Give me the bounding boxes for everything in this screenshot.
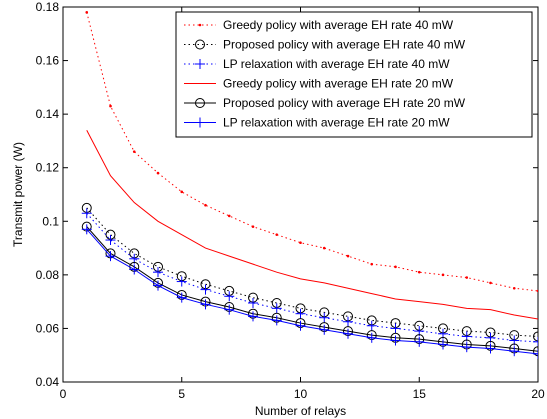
axes-layer: 0 5 10 15 20 0.04 0.06 0.08 0.1 0.12 0.14 0.16 0.18: [36, 0, 545, 401]
series-6-point: [248, 311, 258, 322]
series-1-point: [536, 289, 538, 293]
series-1-point: [512, 286, 516, 290]
legend-item: Proposed policy with average EH rate 40 …: [184, 38, 466, 52]
y-tick-label: 0.14: [36, 107, 60, 121]
series-4: [86, 129, 538, 320]
legend-label: Proposed policy with average EH rate 20 …: [223, 96, 466, 110]
series-1-point: [85, 11, 89, 14]
legend-swatch-marker: [195, 98, 205, 108]
legend: Greedy policy with average EH rate 40 mW…: [175, 11, 533, 138]
legend-item: LP relaxation with average EH rate 40 mW: [184, 57, 450, 71]
series-2-line: [86, 207, 538, 337]
series-3-point: [248, 297, 258, 308]
series-1-point: [322, 246, 326, 250]
legend-box: [175, 11, 533, 138]
series-6-point: [461, 342, 472, 353]
x-tick-label: 10: [294, 387, 308, 401]
series-6-point: [105, 251, 116, 262]
series-6-point: [81, 224, 92, 235]
series-3-point: [366, 320, 377, 331]
series-6-point: [295, 320, 306, 331]
series-6-point: [271, 315, 282, 326]
series-1-point: [299, 241, 302, 245]
series-3-point: [200, 284, 211, 295]
series-6-point: [366, 332, 377, 343]
series-1-point: [394, 265, 397, 269]
series-3-point: [105, 235, 116, 246]
y-tick-label: 0.04: [36, 375, 60, 389]
series-3-point: [343, 316, 353, 327]
series-6-point: [509, 346, 520, 357]
legend-item: Proposed policy with average EH rate 20 …: [184, 96, 466, 110]
series-3-point: [153, 267, 163, 278]
x-tick-label: 15: [413, 387, 427, 401]
legend-item: Greedy policy with average EH rate 40 mW: [184, 18, 454, 32]
series-1-point: [251, 225, 255, 228]
legend-label: LP relaxation with average EH rate 20 mW: [223, 116, 450, 130]
y-tick-label: 0.12: [36, 161, 60, 175]
series-3-point: [176, 276, 187, 287]
legend-label: LP relaxation with average EH rate 40 mW: [223, 57, 450, 71]
y-axis-label: Transmit power (W): [11, 142, 25, 247]
series-layer: [81, 11, 538, 359]
series-3-point: [81, 208, 92, 219]
series-1-point: [346, 254, 350, 258]
legend-label: Greedy policy with average EH rate 40 mW: [223, 18, 454, 32]
series-1-point: [109, 104, 112, 108]
series-6-point: [343, 328, 353, 339]
series-1-point: [489, 281, 492, 285]
x-tick-label: 0: [60, 387, 67, 401]
series-1-point: [204, 203, 207, 207]
legend-item: LP relaxation with average EH rate 20 mW: [184, 116, 450, 130]
series-1-point: [417, 270, 421, 274]
series-6-point: [414, 336, 425, 347]
series-6: [81, 224, 538, 359]
series-6-point: [485, 343, 496, 354]
series-1-point: [227, 214, 231, 218]
legend-swatch-marker: [195, 39, 205, 50]
x-tick-label: 5: [178, 387, 185, 401]
legend-swatch-marker: [198, 23, 202, 27]
y-tick-label: 0.06: [36, 321, 60, 335]
x-axis-label: Number of relays: [255, 404, 346, 418]
y-tick-label: 0.1: [42, 214, 59, 228]
series-3-point: [271, 303, 282, 314]
series-1-point: [441, 273, 445, 277]
series-1-line: [86, 12, 538, 292]
series-6-point: [438, 339, 448, 350]
series-4-line: [86, 129, 538, 320]
series-6-point: [533, 348, 538, 359]
series-2-point: [533, 331, 538, 342]
series-1-point: [370, 262, 374, 266]
y-tick-label: 0.08: [36, 268, 60, 282]
series-3-point: [390, 323, 401, 334]
legend-swatch-marker: [195, 117, 205, 128]
series-3-point: [224, 291, 235, 302]
series-6-point: [390, 335, 401, 346]
x-tick-label: 20: [531, 387, 545, 401]
series-6-point: [200, 299, 211, 310]
series-1-point: [465, 276, 469, 279]
series-6-point: [129, 264, 140, 275]
legend-label: Greedy policy with average EH rate 20 mW: [223, 77, 454, 91]
series-1-point: [180, 190, 184, 194]
series-6-point: [153, 280, 163, 291]
series-3-point: [295, 308, 306, 319]
series-5-point: [533, 346, 538, 357]
series-6-point: [176, 292, 187, 303]
legend-swatch-marker: [195, 59, 205, 69]
series-1-point: [275, 233, 279, 236]
series-6-point: [319, 324, 330, 335]
series-6-point: [224, 304, 235, 315]
series-1-point: [156, 171, 160, 175]
legend-item: Greedy policy with average EH rate 20 mW: [184, 77, 454, 91]
series-3-point: [533, 336, 538, 347]
legend-label: Proposed policy with average EH rate 40 …: [223, 38, 466, 52]
series-1-point: [132, 150, 136, 153]
series-3-point: [319, 312, 330, 323]
series-1: [85, 11, 538, 293]
y-tick-label: 0.16: [36, 54, 60, 68]
y-tick-label: 0.18: [36, 0, 60, 14]
